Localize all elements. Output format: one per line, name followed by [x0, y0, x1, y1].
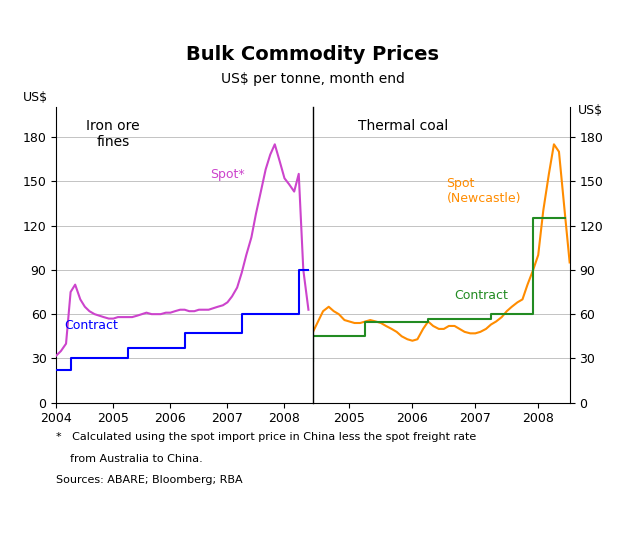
Text: *   Calculated using the spot import price in China less the spot freight rate: * Calculated using the spot import price…: [56, 432, 476, 442]
Text: from Australia to China.: from Australia to China.: [56, 454, 203, 464]
Text: Thermal coal: Thermal coal: [357, 119, 448, 133]
Text: US$ per tonne, month end: US$ per tonne, month end: [221, 72, 405, 86]
Text: Contract: Contract: [64, 319, 118, 332]
Text: Spot
(Newcastle): Spot (Newcastle): [446, 177, 521, 205]
Text: Bulk Commodity Prices: Bulk Commodity Prices: [187, 46, 439, 64]
Text: Iron ore
fines: Iron ore fines: [86, 119, 140, 149]
Y-axis label: US$: US$: [578, 104, 603, 118]
Text: Sources: ABARE; Bloomberg; RBA: Sources: ABARE; Bloomberg; RBA: [56, 475, 243, 485]
Y-axis label: US$: US$: [23, 91, 48, 104]
Text: Contract: Contract: [454, 289, 508, 302]
Text: Spot*: Spot*: [210, 168, 245, 182]
